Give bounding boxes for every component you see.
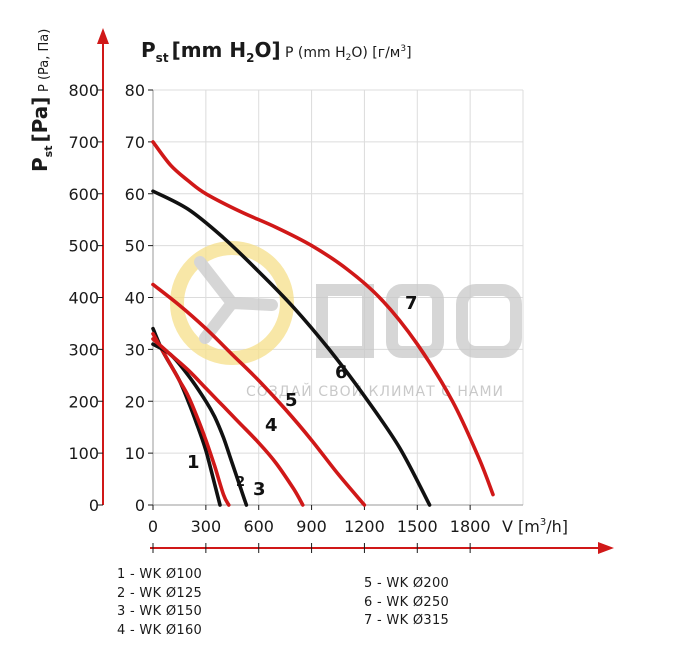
- y-tick-label-mm: 50: [125, 237, 145, 256]
- watermark-logo: СОЗДАЙ СВОЙ КЛИМАТ С НАМИ: [170, 241, 522, 400]
- legend-item: 5 - WK Ø200: [364, 576, 450, 591]
- legend-right: 5 - WK Ø200 6 - WK Ø250 7 - WK Ø315: [364, 575, 449, 631]
- y-tick-label-mm: 70: [125, 133, 145, 152]
- chart-title: Pst [mm H2O]: [141, 38, 281, 65]
- y-tick-label-mm: 40: [125, 289, 145, 308]
- legend-item: 7 - WK Ø315: [364, 613, 450, 628]
- legend-item: 4 - WK Ø160: [117, 622, 203, 638]
- x-tick-label: 1800: [450, 517, 491, 536]
- y-tick-label-mm: 20: [125, 392, 145, 411]
- y-tick-label-pa: 400: [68, 289, 99, 308]
- y-tick-label-pa: 200: [68, 392, 99, 411]
- x-tick-label: 600: [243, 517, 274, 536]
- curve-label-4: 4: [265, 415, 278, 436]
- legend-item: 2 - WK Ø125: [117, 585, 203, 601]
- legend-item: 3 - WK Ø150: [117, 604, 203, 619]
- y-axis-outer-label: P (Pa, Па): [37, 29, 52, 92]
- legend-item: 6 - WK Ø250: [364, 594, 450, 610]
- y-tick-label-pa: 300: [68, 340, 99, 359]
- tick-labels: 0102030405060708001002003004005006007008…: [68, 81, 491, 553]
- x-axis-arrow-icon: [598, 542, 614, 554]
- curve-label-5: 5: [285, 390, 298, 411]
- y-tick-label-pa: 700: [68, 133, 99, 152]
- axes: [97, 28, 614, 554]
- performance-curves: [151, 140, 495, 507]
- y-tick-label-mm: 80: [125, 81, 145, 100]
- y-tick-label-pa: 100: [68, 444, 99, 463]
- x-tick-label: 0: [148, 517, 158, 536]
- watermark-letter-shape: [316, 284, 374, 358]
- x-tick-label: 900: [296, 517, 327, 536]
- curve-label-3: 3: [253, 479, 266, 500]
- curve-label-6: 6: [335, 362, 348, 383]
- y-tick-label-mm: 30: [125, 340, 145, 359]
- watermark-letter-shape: [456, 284, 522, 358]
- y-axis-main-label: Pst[Pa]: [28, 97, 55, 172]
- y-tick-label-mm: 0: [135, 496, 145, 515]
- y-tick-label-mm: 10: [125, 444, 145, 463]
- curve-labels: 1 2 3 4 5 6 7: [187, 293, 418, 500]
- curve-series-5: [151, 282, 367, 507]
- curve-series-6: [151, 189, 432, 507]
- x-tick-label: 1500: [397, 517, 438, 536]
- legend-item: 1 - WK Ø100: [117, 567, 203, 582]
- x-tick-label: 1200: [344, 517, 385, 536]
- curve-label-1: 1: [187, 452, 200, 473]
- y-tick-label-pa: 800: [68, 81, 99, 100]
- y-tick-label-pa: 500: [68, 237, 99, 256]
- watermark-letter-shape: [386, 284, 444, 358]
- y-tick-label-pa: 0: [89, 496, 99, 515]
- chart-subtitle: P (mm H2O) [г/м3]: [285, 44, 412, 63]
- curve-series-4: [151, 337, 305, 507]
- x-axis-label: V [m3/h]: [502, 517, 568, 536]
- legend-left: 1 - WK Ø100 2 - WK Ø125 3 - WK Ø150 4 - …: [117, 566, 202, 640]
- watermark-tagline: СОЗДАЙ СВОЙ КЛИМАТ С НАМИ: [246, 382, 504, 400]
- x-tick-label: 300: [191, 517, 222, 536]
- curve-label-7: 7: [405, 293, 418, 314]
- y-tick-label-mm: 60: [125, 185, 145, 204]
- curve-series-7: [151, 140, 495, 497]
- curve-label-2: 2: [236, 475, 245, 490]
- y-tick-label-pa: 600: [68, 185, 99, 204]
- y-axis-arrow-icon: [97, 28, 109, 44]
- curve-series-2: [151, 332, 231, 507]
